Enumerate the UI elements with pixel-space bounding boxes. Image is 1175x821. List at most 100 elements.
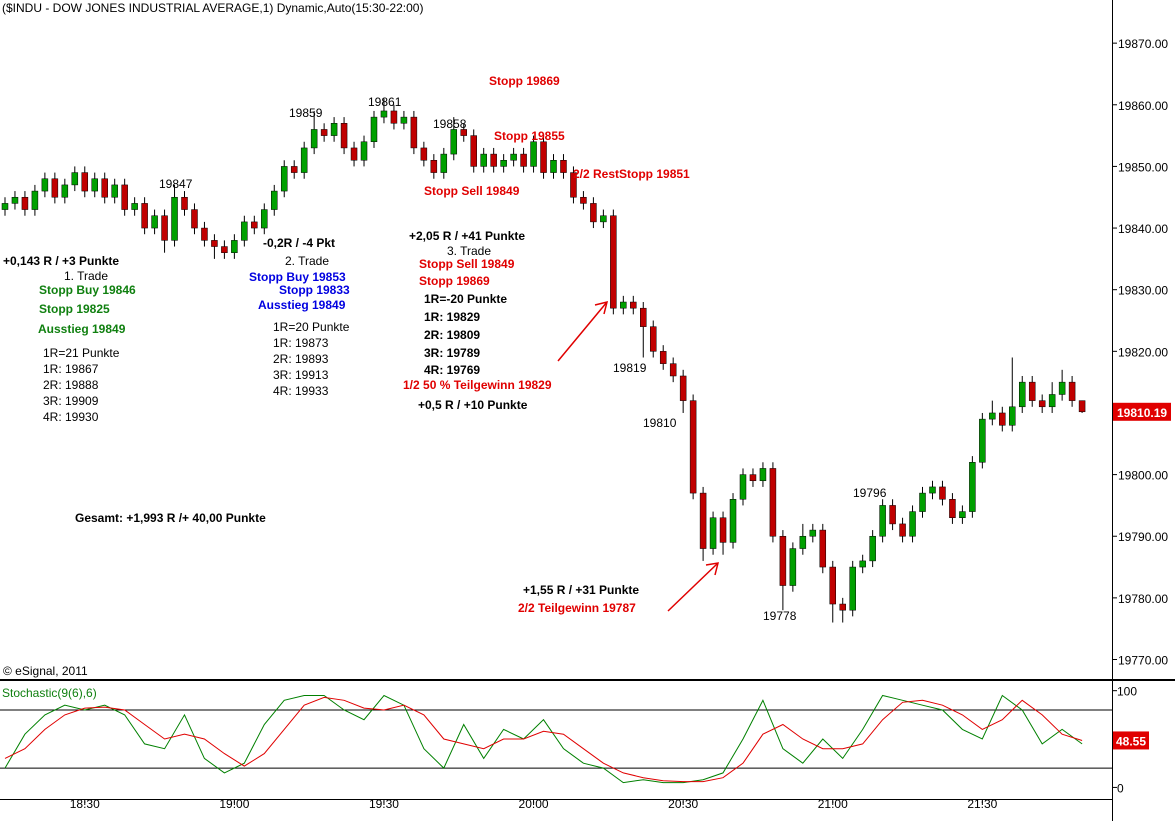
annotation: 2. Trade bbox=[285, 254, 329, 268]
x-tick-label: 19:30 bbox=[369, 797, 399, 811]
y-tick-label: 0 bbox=[1117, 781, 1124, 795]
candle-body bbox=[261, 209, 268, 229]
candle-body bbox=[111, 184, 118, 198]
annotation: 19810 bbox=[643, 416, 677, 430]
candle-body bbox=[121, 184, 128, 210]
candle-body bbox=[480, 153, 487, 167]
candle-body bbox=[300, 147, 308, 173]
y-tick-label: 19770.00 bbox=[1118, 654, 1168, 668]
candle-body bbox=[151, 215, 158, 229]
annotation: 1R=20 Punkte bbox=[273, 320, 350, 334]
candle-body bbox=[61, 184, 69, 198]
annotation: 3. Trade bbox=[447, 244, 491, 258]
candle-body bbox=[440, 153, 448, 173]
arrow-head bbox=[705, 562, 720, 576]
candle-body bbox=[1028, 381, 1036, 401]
y-tick-label: 19860.00 bbox=[1118, 99, 1168, 113]
candle-body bbox=[669, 363, 677, 377]
candle-body bbox=[719, 517, 727, 543]
annotation: Stopp Sell 19849 bbox=[424, 184, 520, 198]
candle-body bbox=[191, 209, 198, 229]
annotation: Stopp Buy 19846 bbox=[39, 283, 136, 297]
last-value-box bbox=[1113, 731, 1149, 750]
annotation: +0,143 R / +3 Punkte bbox=[3, 254, 119, 268]
chart-title: ($INDU - DOW JONES INDUSTRIAL AVERAGE,1)… bbox=[2, 1, 423, 15]
candle-body bbox=[370, 116, 378, 143]
y-tick-label: 100 bbox=[1117, 685, 1137, 699]
candle-body bbox=[1009, 406, 1016, 426]
annotation: 19861 bbox=[368, 95, 402, 109]
candle-body bbox=[211, 240, 218, 247]
candle-body bbox=[550, 160, 557, 173]
candle-body bbox=[171, 196, 178, 241]
candle-body bbox=[500, 160, 507, 167]
y-tick-label: 19830.00 bbox=[1118, 284, 1168, 298]
candle-body bbox=[310, 129, 318, 149]
annotation: 4R: 19933 bbox=[273, 384, 329, 398]
candle-body bbox=[1018, 381, 1026, 408]
candle-body bbox=[709, 517, 717, 549]
indicator-title: Stochastic(9(6),6) bbox=[2, 686, 97, 700]
annotation: 19778 bbox=[763, 609, 797, 623]
candle-body bbox=[779, 535, 787, 586]
y-tick-label: 19800.00 bbox=[1118, 469, 1168, 483]
arrow-head bbox=[594, 300, 609, 315]
annotation: 2R: 19893 bbox=[273, 352, 329, 366]
annotation: +1,55 R / +31 Punkte bbox=[523, 583, 639, 597]
candle-body bbox=[400, 116, 408, 124]
candle-body bbox=[161, 215, 168, 241]
candle-body bbox=[689, 400, 697, 494]
candle-body bbox=[81, 172, 89, 192]
candle-body bbox=[390, 110, 398, 124]
candle-body bbox=[1038, 400, 1046, 408]
candle-body bbox=[899, 523, 906, 537]
annotation: 1R=21 Punkte bbox=[43, 346, 120, 360]
candle-body bbox=[470, 135, 477, 167]
annotation: 1R: 19867 bbox=[43, 362, 99, 376]
candle-body bbox=[570, 172, 577, 198]
annotation: 4R: 19769 bbox=[424, 363, 480, 377]
annotation: 2R: 19809 bbox=[424, 328, 480, 342]
candle-body bbox=[789, 548, 797, 586]
candle-body bbox=[41, 178, 49, 192]
candle-body bbox=[889, 505, 896, 525]
candle-body bbox=[610, 215, 617, 309]
annotation: 3R: 19913 bbox=[273, 368, 329, 382]
candle-body bbox=[141, 203, 148, 229]
y-tick-label: 19790.00 bbox=[1118, 530, 1168, 544]
candle-body bbox=[101, 178, 108, 198]
candle-body bbox=[749, 474, 757, 482]
candle-body bbox=[859, 560, 866, 568]
candle-body bbox=[620, 301, 627, 309]
candle-body bbox=[729, 499, 737, 543]
candle-body bbox=[241, 221, 248, 241]
candle-body bbox=[410, 116, 418, 149]
y-tick-label: 19840.00 bbox=[1118, 222, 1168, 236]
candle-body bbox=[590, 203, 597, 223]
candle-body bbox=[679, 375, 687, 401]
candle-body bbox=[350, 147, 358, 161]
annotation: 19847 bbox=[159, 177, 193, 191]
annotation: 19858 bbox=[433, 117, 467, 131]
candle-body bbox=[221, 246, 228, 253]
candle-body bbox=[530, 141, 537, 167]
candle-body bbox=[739, 474, 747, 500]
annotation: 1R: 19829 bbox=[424, 310, 480, 324]
annotation: Stopp 19825 bbox=[39, 302, 110, 316]
annotation: Stopp 19869 bbox=[489, 74, 560, 88]
arrow bbox=[557, 300, 720, 612]
x-tick-label: 18:30 bbox=[70, 797, 100, 811]
annotation: +0,5 R / +10 Punkte bbox=[418, 398, 528, 412]
annotation: 2/2 RestStopp 19851 bbox=[573, 167, 690, 181]
candle-body bbox=[320, 129, 328, 136]
candle-body bbox=[659, 351, 667, 364]
candle-body bbox=[879, 505, 886, 537]
candle-body bbox=[340, 123, 348, 149]
candle-body bbox=[969, 462, 976, 512]
annotation: Stopp 19869 bbox=[419, 274, 490, 288]
annotation: Ausstieg 19849 bbox=[38, 322, 126, 336]
candle-body bbox=[839, 603, 846, 611]
y-tick-label: 19870.00 bbox=[1118, 37, 1168, 51]
